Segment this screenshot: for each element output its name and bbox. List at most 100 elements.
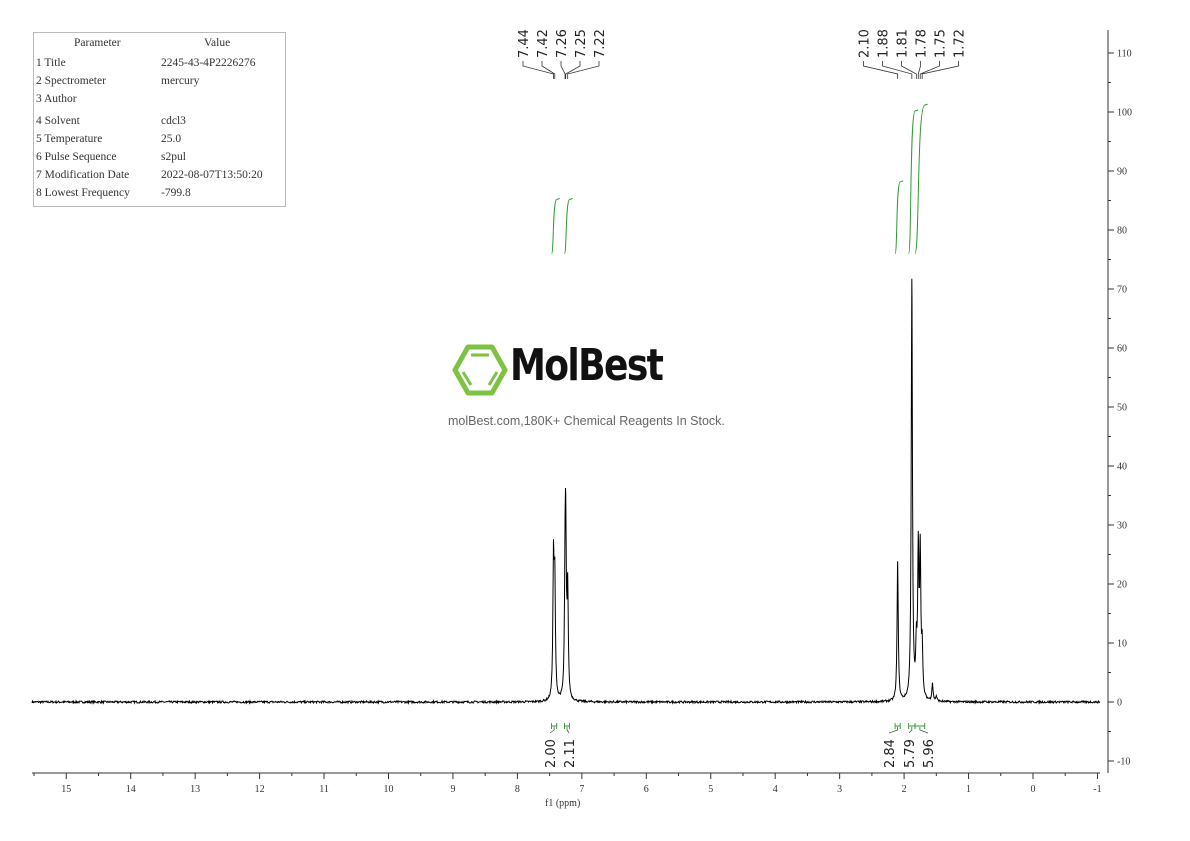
- integral-bracket: [563, 723, 571, 729]
- x-tick-label: 3: [837, 784, 842, 795]
- x-tick-label: 5: [708, 784, 713, 795]
- integral-value: 2.00: [544, 739, 559, 768]
- peak-labels: 7.44 7.42 7.26 7.25 7.22 2.10 1.88 1.81 1.78 1.75…: [517, 29, 968, 79]
- parameter-name: 6 Pulse Sequence: [36, 151, 117, 163]
- x-tick-label: 0: [1031, 784, 1036, 795]
- integral-value: 5.79: [903, 739, 918, 768]
- spectrum-line: [31, 278, 1101, 705]
- x-axis: 15 14 13 12 11 10 9 8 7 6 5 4 3 2 1 0 -1: [32, 772, 1102, 795]
- parameter-name: 3 Author: [36, 93, 77, 105]
- integral-curve: [894, 180, 904, 255]
- integral-bracket: [894, 723, 901, 729]
- integrals: 2.00 2.11 2.84 5.79 5.96: [544, 103, 937, 768]
- parameter-table: Parameter Value 1 Title 2245-43-4P2226276…: [33, 32, 286, 207]
- x-tick-label: 2: [902, 784, 907, 795]
- integral-value: 2.11: [563, 739, 578, 768]
- integral-label-connector: [566, 727, 570, 734]
- integral-value: 5.96: [922, 739, 937, 768]
- peak-label: 7.25: [574, 29, 589, 58]
- y-tick-label: 50: [1117, 403, 1127, 414]
- peak-label: 1.75: [934, 29, 949, 58]
- x-tick-label: 13: [190, 784, 200, 795]
- molbest-logo: MolBest: [452, 340, 672, 399]
- parameter-row: 6 Pulse Sequence s2pul: [36, 151, 286, 167]
- peak-label: 7.26: [555, 29, 570, 58]
- peak-label-connector: [917, 61, 921, 79]
- parameter-name: 7 Modification Date: [36, 169, 130, 181]
- x-tick-label: 6: [644, 784, 649, 795]
- x-tick-label: 8: [515, 784, 520, 795]
- peak-label-connector: [919, 61, 940, 79]
- integral-label-connector: [919, 727, 929, 734]
- x-axis-label: f1 (ppm): [545, 798, 580, 809]
- x-tick-label: 10: [384, 784, 394, 795]
- peak-label: 2.10: [858, 29, 873, 58]
- watermark-tagline: molBest.com,180K+ Chemical Reagents In S…: [448, 414, 725, 428]
- spectrum-layer: [31, 278, 1101, 705]
- parameter-name: 4 Solvent: [36, 115, 80, 127]
- peak-label-connector: [863, 61, 899, 79]
- parameter-name: 5 Temperature: [36, 133, 103, 145]
- parameter-value: 25.0: [161, 133, 182, 145]
- parameter-name: 8 Lowest Frequency: [36, 187, 130, 199]
- integral-label-connector: [549, 727, 555, 734]
- integral-curve: [914, 103, 928, 255]
- x-tick-label: 14: [126, 784, 136, 795]
- integral-curve: [551, 198, 560, 255]
- peak-label: 7.44: [517, 29, 532, 58]
- peak-label: 1.88: [877, 29, 892, 58]
- integral-label-connector: [888, 727, 899, 734]
- parameter-value: mercury: [161, 75, 200, 87]
- parameter-value: cdcl3: [161, 115, 186, 127]
- peak-label-connector: [882, 61, 913, 79]
- peak-label-connector: [901, 61, 917, 79]
- y-tick-label: 10: [1117, 639, 1127, 650]
- integral-bracket: [551, 723, 558, 729]
- parameter-row: 3 Author: [36, 93, 286, 109]
- peak-label-connector: [522, 61, 554, 79]
- peak-label-connector: [560, 61, 566, 79]
- peak-label: 7.22: [593, 29, 608, 58]
- parameter-row: 5 Temperature 25.0: [36, 133, 286, 149]
- y-tick-label: 30: [1117, 521, 1127, 532]
- integral-label-connector: [908, 727, 913, 734]
- integral-curve: [563, 198, 573, 255]
- parameter-value: -799.8: [161, 187, 191, 199]
- x-tick-label: 4: [773, 784, 778, 795]
- parameter-row: 1 Title 2245-43-4P2226276: [36, 57, 286, 73]
- y-tick-label: 20: [1117, 580, 1127, 591]
- parameter-row: 2 Spectrometer mercury: [36, 75, 286, 91]
- y-tick-label: 70: [1117, 285, 1127, 296]
- integral-bracket: [914, 723, 926, 729]
- x-tick-label: 9: [450, 784, 455, 795]
- y-tick-label: 40: [1117, 462, 1127, 473]
- parameter-name: 1 Title: [36, 57, 66, 69]
- param-header-name: Parameter: [74, 37, 121, 49]
- peak-label-connector: [567, 61, 600, 79]
- peak-label-connector: [921, 61, 959, 79]
- y-tick-label: 100: [1117, 108, 1132, 119]
- parameter-value: 2022-08-07T13:50:20: [161, 169, 263, 181]
- parameter-name: 2 Spectrometer: [36, 75, 106, 87]
- y-tick-label: -10: [1117, 757, 1130, 768]
- parameter-row: 4 Solvent cdcl3: [36, 115, 286, 131]
- peak-label: 1.81: [896, 29, 911, 58]
- integral-curve: [908, 109, 919, 255]
- y-tick-label: 110: [1117, 49, 1132, 60]
- x-tick-label: 1: [966, 784, 971, 795]
- brand-name: MolBest: [510, 340, 664, 391]
- peak-label: 1.72: [953, 29, 968, 58]
- peak-label: 1.78: [915, 29, 930, 58]
- benzene-logo-icon: [452, 344, 508, 396]
- x-tick-label: 12: [255, 784, 265, 795]
- parameter-row: 8 Lowest Frequency -799.8: [36, 187, 286, 203]
- x-tick-label: 7: [579, 784, 584, 795]
- x-tick-label: 15: [61, 784, 71, 795]
- peak-label-connector: [541, 61, 556, 79]
- y-tick-label: 0: [1117, 698, 1122, 709]
- y-tick-label: 90: [1117, 167, 1127, 178]
- integral-value: 2.84: [883, 739, 898, 768]
- param-header-value: Value: [204, 37, 231, 49]
